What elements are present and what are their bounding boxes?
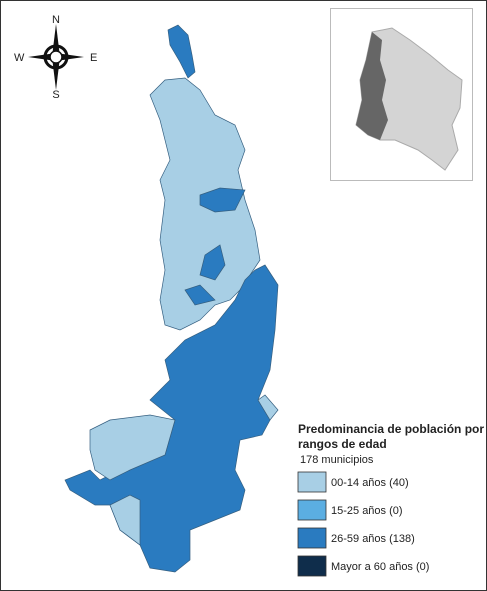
compass-e: E [90, 52, 97, 64]
legend-swatch [297, 555, 327, 577]
compass-n: N [52, 14, 60, 26]
legend-label: 15-25 años (0) [331, 505, 403, 517]
legend-subtitle: 178 municipios [300, 454, 374, 466]
map-region [89, 414, 176, 481]
legend-label: 00-14 años (40) [331, 477, 409, 489]
compass: N S E W [14, 14, 97, 101]
legend-swatch [297, 527, 327, 549]
map-region [109, 494, 141, 546]
map-region [257, 394, 279, 421]
legend-label: Mayor a 60 años (0) [331, 561, 429, 573]
legend: Predominancia de población por rangos de … [297, 422, 484, 577]
legend-swatch [297, 499, 327, 521]
map-region [167, 24, 196, 79]
compass-w: W [14, 52, 25, 64]
compass-s: S [52, 89, 59, 101]
main-map [64, 24, 279, 573]
inset-map [330, 8, 473, 181]
legend-swatch [297, 471, 327, 493]
map-region [199, 187, 246, 213]
legend-label: 26-59 años (138) [331, 533, 415, 545]
map-region [184, 284, 216, 306]
map-region [199, 244, 226, 281]
legend-title: Predominancia de población por rangos de … [298, 422, 484, 451]
